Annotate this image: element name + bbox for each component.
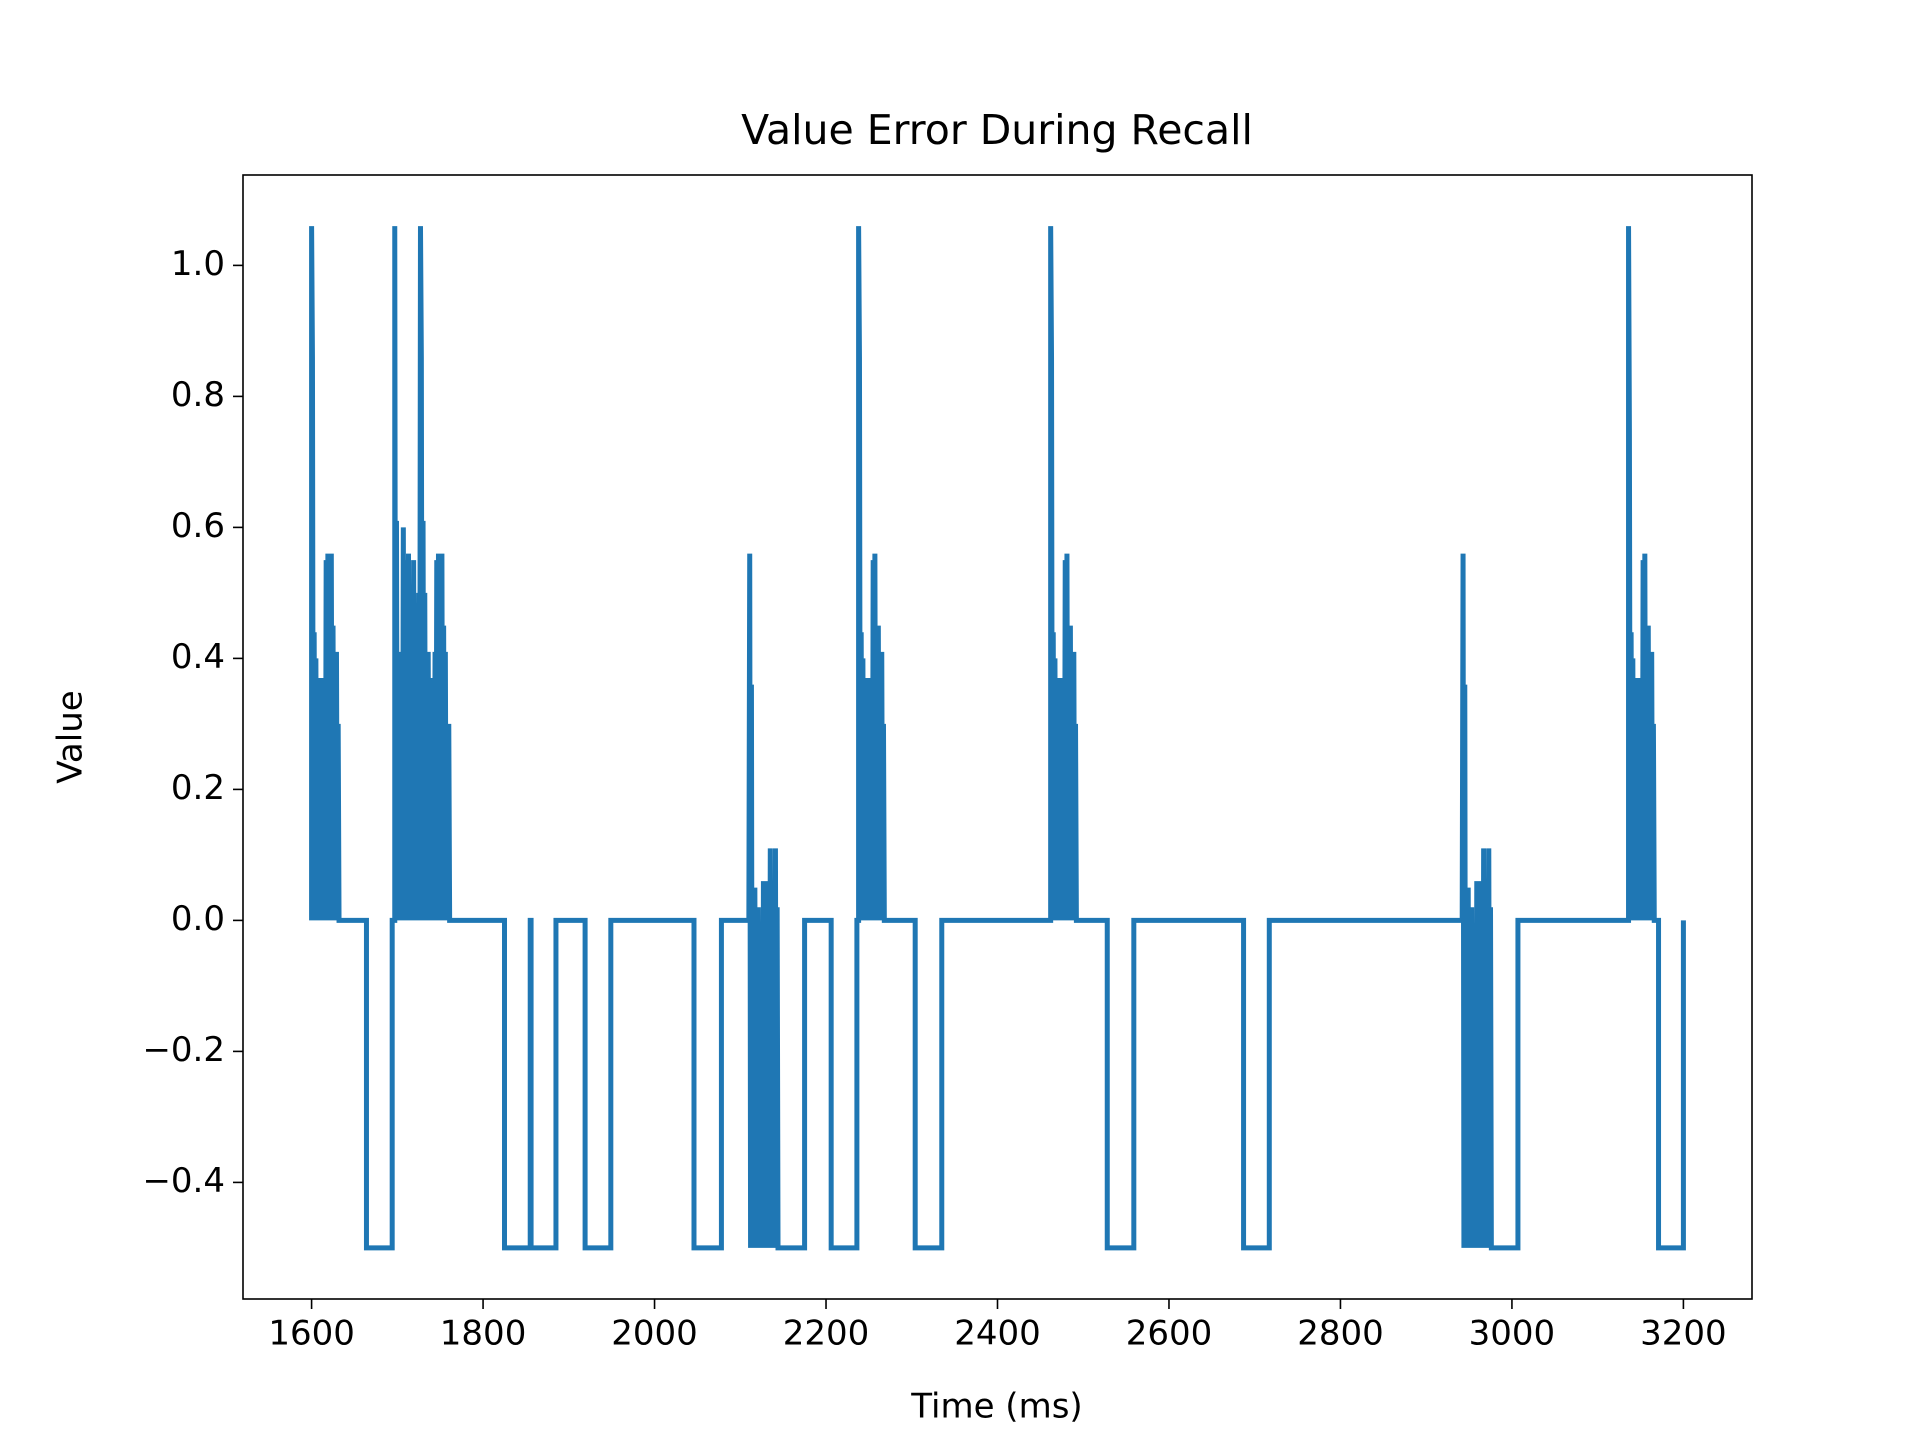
x-tick-label: 2000 bbox=[611, 1314, 698, 1354]
chart-title: Value Error During Recall bbox=[741, 106, 1253, 154]
x-tick-label: 3000 bbox=[1469, 1314, 1556, 1354]
x-tick-label: 2200 bbox=[783, 1314, 870, 1354]
y-tick-label: 0.8 bbox=[171, 375, 225, 415]
y-tick-label: −0.4 bbox=[142, 1161, 225, 1201]
data-line bbox=[309, 226, 1686, 1251]
y-tick-label: 0.0 bbox=[171, 899, 225, 939]
y-axis-label: Value bbox=[51, 690, 91, 783]
x-tick-label: 1600 bbox=[268, 1314, 355, 1354]
y-tick-label: 0.2 bbox=[171, 768, 225, 808]
x-tick-label: 2600 bbox=[1126, 1314, 1213, 1354]
y-tick-label: 0.6 bbox=[171, 506, 225, 546]
y-tick-label: 0.4 bbox=[171, 637, 225, 677]
x-tick-label: 2800 bbox=[1297, 1314, 1384, 1354]
axes-frame bbox=[242, 174, 1753, 1300]
x-tick-label: 3200 bbox=[1640, 1314, 1727, 1354]
x-axis-label: Time (ms) bbox=[910, 1387, 1082, 1427]
x-tick-label: 1800 bbox=[440, 1314, 527, 1354]
y-tick-label: −0.2 bbox=[142, 1030, 225, 1070]
y-tick-label: 1.0 bbox=[171, 244, 225, 284]
x-tick-label: 2400 bbox=[954, 1314, 1041, 1354]
